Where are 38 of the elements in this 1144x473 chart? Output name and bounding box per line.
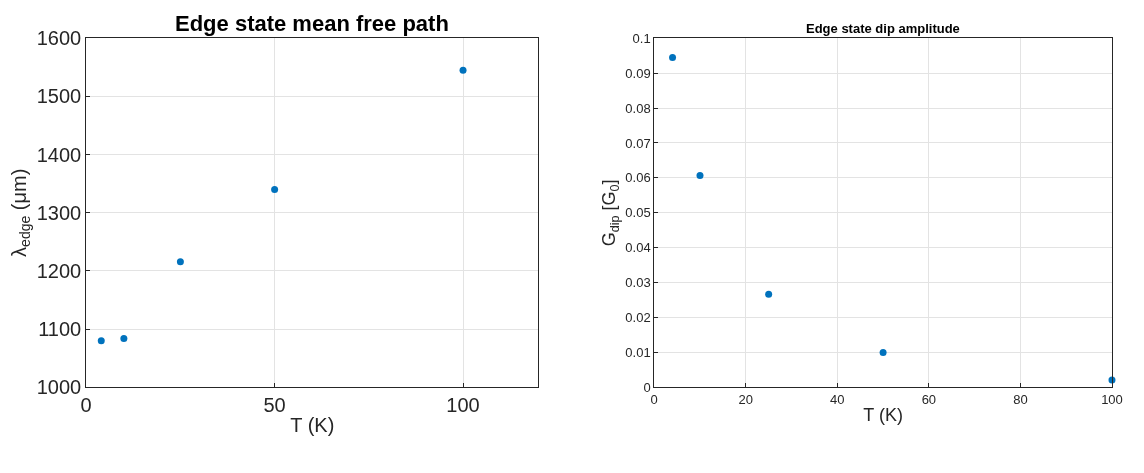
- y-tick-label: 0.07: [625, 135, 651, 151]
- point: [120, 334, 128, 342]
- point: [459, 66, 467, 74]
- y-tick-label: 1300: [36, 201, 82, 224]
- point: [669, 53, 677, 61]
- chart-title: Edge state mean free path: [175, 11, 449, 36]
- x-tick-label: 50: [263, 394, 286, 417]
- point: [765, 290, 773, 298]
- y-tick-label: 0.01: [625, 344, 651, 360]
- x-tick-label: 80: [1013, 391, 1028, 407]
- point: [696, 171, 704, 179]
- y-tick-label: 0.1: [632, 30, 651, 46]
- point: [271, 186, 279, 194]
- x-axis-title: T (K): [863, 405, 903, 426]
- y-tick-label: 1200: [36, 259, 82, 282]
- y-tick-label: 0.08: [625, 100, 651, 116]
- y-tick-label: 0.04: [625, 240, 651, 256]
- y-tick-label: 1500: [36, 85, 82, 108]
- y-tick-label: 0.05: [625, 205, 651, 221]
- x-tick-label: 40: [830, 391, 845, 407]
- x-tick-label: 20: [738, 391, 754, 407]
- x-tick-label: 60: [921, 391, 937, 407]
- point: [97, 337, 105, 345]
- y-tick-label: 0: [643, 379, 651, 395]
- y-tick-label: 0.03: [625, 275, 651, 291]
- x-axis-title: T (K): [290, 413, 335, 436]
- chart-title: Edge state dip amplitude: [806, 21, 960, 36]
- point: [879, 348, 887, 356]
- y-tick-label: 0.09: [625, 65, 651, 81]
- x-tick-label: 100: [446, 394, 480, 417]
- y-tick-label: 1100: [38, 318, 82, 341]
- y-tick-label: 1600: [36, 27, 82, 50]
- point: [176, 258, 184, 266]
- x-tick-label: 100: [1101, 391, 1123, 407]
- y-tick-label: 1400: [36, 143, 82, 166]
- y-tick-label: 1000: [36, 376, 82, 399]
- y-tick-label: 0.06: [625, 170, 651, 186]
- y-tick-label: 0.02: [625, 310, 651, 326]
